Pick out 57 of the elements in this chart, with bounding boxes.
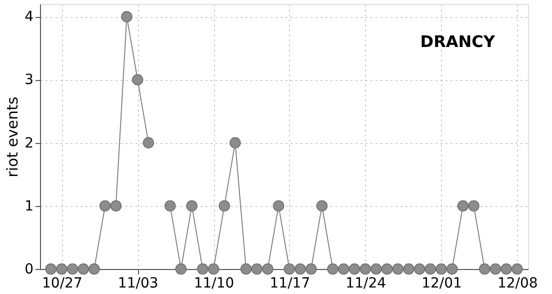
point [403, 263, 414, 275]
point [414, 263, 426, 275]
point [468, 200, 480, 212]
x-tick-label: 11/03 [118, 276, 158, 292]
point [78, 263, 90, 275]
point [512, 263, 523, 275]
point [436, 263, 447, 275]
annotation: DRANCY [420, 32, 496, 51]
point [381, 263, 393, 275]
point [99, 200, 111, 212]
point [490, 263, 502, 275]
point [327, 263, 338, 275]
x-tick-label: 11/10 [194, 276, 234, 292]
point [218, 200, 230, 212]
point [316, 200, 328, 212]
point [110, 200, 122, 212]
point [45, 263, 56, 275]
point [262, 263, 274, 275]
y-tick-label: 0 [24, 262, 34, 278]
y-tick-label: 1 [24, 198, 34, 214]
y-axis-title: riot events [4, 96, 22, 178]
point [175, 263, 187, 275]
point [338, 263, 350, 275]
x-tick-label: 11/24 [346, 276, 386, 292]
point [240, 263, 252, 275]
x-tick-label: 12/01 [422, 276, 462, 292]
y-tick-label: 3 [24, 72, 34, 88]
point [197, 263, 208, 275]
point [348, 263, 360, 275]
point [272, 200, 284, 212]
x-tick-label: 12/08 [497, 276, 538, 292]
point [88, 263, 100, 275]
point [305, 263, 317, 275]
point [186, 200, 198, 212]
point [294, 263, 306, 275]
point [132, 74, 144, 86]
x-tick-label: 11/17 [270, 276, 310, 292]
point [392, 263, 404, 275]
y-tick-label: 2 [24, 135, 34, 152]
point [500, 263, 512, 275]
point [424, 263, 436, 275]
point [230, 137, 241, 148]
point [370, 263, 382, 275]
point [446, 263, 458, 275]
point [360, 263, 371, 275]
x-tick-label: 10/27 [42, 276, 82, 292]
point [56, 263, 68, 275]
point [208, 263, 220, 275]
point [284, 263, 296, 275]
point [142, 137, 154, 148]
point [478, 263, 490, 275]
point [457, 200, 469, 212]
point [251, 263, 263, 275]
point [66, 263, 78, 275]
point [164, 200, 176, 212]
point [121, 10, 132, 22]
y-tick-label: 4 [24, 9, 34, 26]
